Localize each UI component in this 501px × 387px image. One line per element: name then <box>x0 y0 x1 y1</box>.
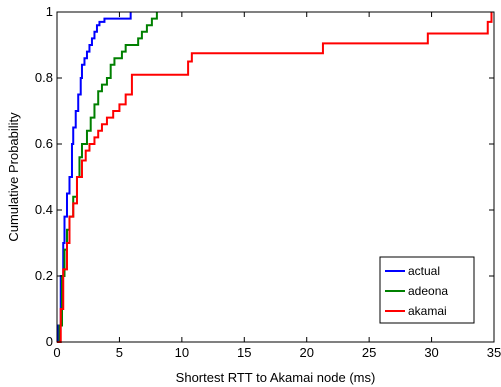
x-axis-label: Shortest RTT to Akamai node (ms) <box>176 370 376 385</box>
y-tick-label: 0.6 <box>35 136 53 151</box>
x-tick-label: 35 <box>487 345 501 360</box>
y-axis-ticks: 0 0.2 0.4 0.6 0.8 1 <box>35 4 494 349</box>
legend: actual adeona akamai <box>379 256 475 324</box>
series-layer <box>57 12 493 343</box>
x-tick-label: 0 <box>53 345 60 360</box>
x-tick-label: 20 <box>299 345 313 360</box>
y-tick-label: 0 <box>46 334 53 349</box>
series-line-akamai <box>57 12 493 343</box>
plot-frame <box>56 11 495 343</box>
x-tick-label: 15 <box>237 345 251 360</box>
series-line-adeona <box>57 12 158 343</box>
y-tick-label: 0.4 <box>35 202 53 217</box>
x-tick-label: 10 <box>175 345 189 360</box>
legend-label-actual: actual <box>408 264 440 278</box>
y-tick-label: 0.8 <box>35 70 53 85</box>
y-tick-label: 0.2 <box>35 268 53 283</box>
series-line-actual <box>57 12 132 343</box>
legend-label-adeona: adeona <box>408 284 448 298</box>
x-tick-label: 5 <box>116 345 123 360</box>
legend-label-akamai: akamai <box>408 304 447 318</box>
x-axis-ticks: 0 5 10 15 20 25 30 35 <box>53 12 501 360</box>
y-axis-label: Cumulative Probability <box>6 112 21 242</box>
x-tick-label: 25 <box>362 345 376 360</box>
y-tick-label: 1 <box>46 4 53 19</box>
x-tick-label: 30 <box>424 345 438 360</box>
